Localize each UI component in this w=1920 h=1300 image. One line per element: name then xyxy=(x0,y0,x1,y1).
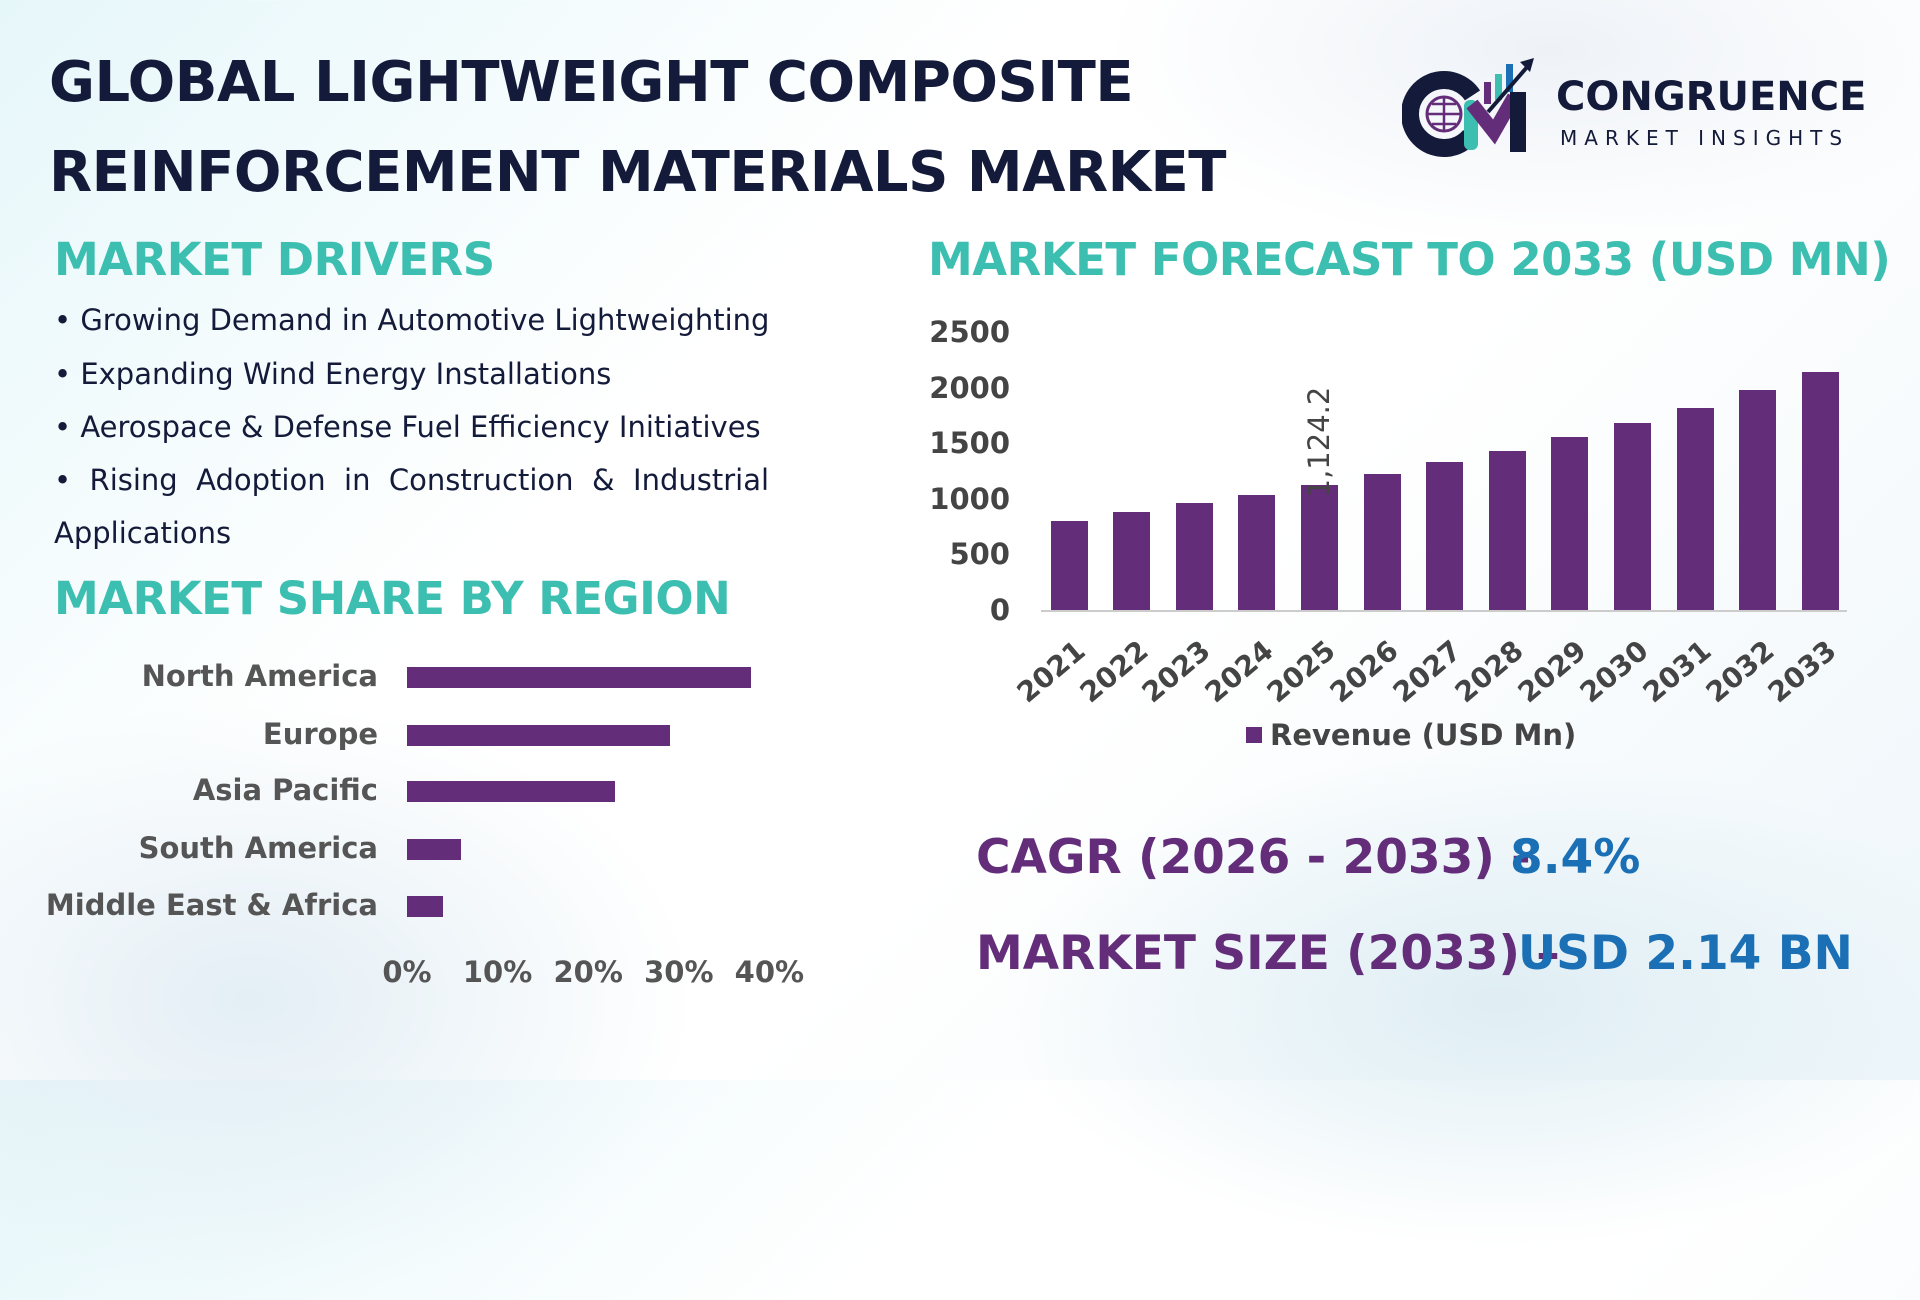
legend: Revenue (USD Mn) xyxy=(1246,718,1576,752)
logo-name: CONGRUENCE xyxy=(1556,74,1867,120)
x-tick-label: 10% xyxy=(462,955,533,989)
logo-mark-icon xyxy=(1401,58,1534,157)
forecast-bar-2028 xyxy=(1488,450,1526,610)
legend-label: Revenue (USD Mn) xyxy=(1270,718,1577,752)
logo-tagline: MARKET INSIGHTS xyxy=(1560,126,1850,150)
market-size-label: MARKET SIZE (2033) – xyxy=(976,926,1560,981)
forecast-bar-2026 xyxy=(1363,474,1401,610)
x-tick-label: 20% xyxy=(553,955,623,989)
forecast-bar-2029 xyxy=(1551,437,1589,610)
region-bar xyxy=(407,667,752,688)
region-bar xyxy=(407,725,670,746)
x-tick-label: 0% xyxy=(382,955,432,989)
region-label: Middle East & Africa xyxy=(45,888,378,922)
forecast-bar-2025 xyxy=(1300,484,1338,610)
forecast-bar-2024 xyxy=(1238,494,1276,610)
y-tick-label: 1500 xyxy=(929,426,1010,461)
region-bar xyxy=(407,839,462,860)
legend-swatch-icon xyxy=(1246,727,1262,743)
forecast-bar-2032 xyxy=(1739,389,1777,610)
cagr-label: CAGR (2026 - 2033) - xyxy=(976,830,1531,885)
y-tick-label: 500 xyxy=(949,537,1010,572)
y-tick-label: 2000 xyxy=(929,370,1010,405)
driver-item: • Growing Demand in Automotive Lightweig… xyxy=(54,303,770,337)
forecast-bar-2022 xyxy=(1113,512,1151,610)
y-tick-label: 2500 xyxy=(929,315,1010,349)
region-bar xyxy=(407,781,616,802)
driver-item: • Aerospace & Defense Fuel Efficiency In… xyxy=(54,410,761,444)
forecast-bar-2033 xyxy=(1801,372,1839,610)
driver-item: • Rising Adoption in Construction & Indu… xyxy=(54,463,770,497)
x-tick-label: 40% xyxy=(734,955,805,989)
forecast-bar-2030 xyxy=(1613,422,1651,610)
driver-item: • Expanding Wind Energy Installations xyxy=(54,357,612,391)
x-axis-line xyxy=(1041,610,1847,612)
y-tick-label: 0 xyxy=(989,593,1010,627)
title-line-1: GLOBAL LIGHTWEIGHT COMPOSITE xyxy=(49,50,1134,115)
driver-item: Applications xyxy=(54,516,232,550)
forecast-bar-2031 xyxy=(1676,407,1714,610)
title-line-2: REINFORCEMENT MATERIALS MARKET xyxy=(49,140,1226,205)
cagr-value: 8.4% xyxy=(1510,830,1641,885)
x-tick-label: 30% xyxy=(644,955,714,989)
region-label: Europe xyxy=(262,717,378,751)
forecast-bar-2021 xyxy=(1050,520,1088,610)
data-label: 1,124.2 xyxy=(1302,386,1337,498)
y-tick-label: 1000 xyxy=(929,481,1010,516)
logo: CONGRUENCE MARKET INSIGHTS xyxy=(1401,52,1872,157)
region-label: North America xyxy=(141,659,378,693)
region-label: South America xyxy=(138,831,378,865)
forecast-bar-2023 xyxy=(1175,503,1213,610)
forecast-bar-2027 xyxy=(1426,461,1464,610)
forecast-heading: MARKET FORECAST TO 2033 (USD MN) xyxy=(928,233,1891,286)
market-size-value: USD 2.14 BN xyxy=(1518,926,1853,981)
drivers-heading: MARKET DRIVERS xyxy=(54,233,495,286)
region-bar xyxy=(407,896,444,917)
region-label: Asia Pacific xyxy=(192,773,378,807)
region-heading: MARKET SHARE BY REGION xyxy=(54,572,731,625)
